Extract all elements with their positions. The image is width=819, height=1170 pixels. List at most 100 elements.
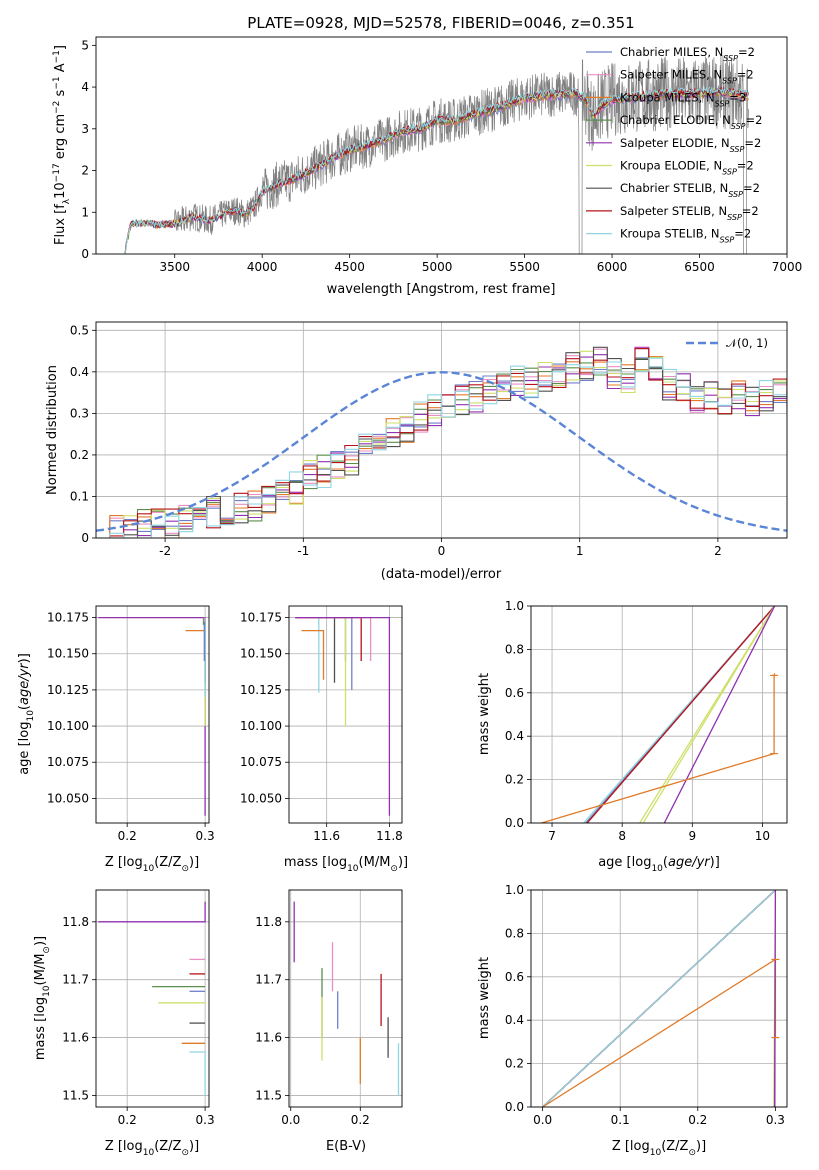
plot-area-mass-vs-Z [98, 901, 206, 1096]
tick-label-y: 10.075 [47, 755, 89, 769]
legend-entry: Chabrier ELODIE, NSSP=2 [620, 113, 762, 131]
series-line-histogram [96, 357, 787, 538]
tick-label-x: 5500 [509, 260, 540, 274]
tick-label-y: 11.6 [255, 1031, 282, 1045]
tick-label-y: 0.2 [70, 448, 89, 462]
x-axis-label: Z [log10(Z/Z⊙)] [612, 1139, 706, 1158]
y-axis-label: mass weight [477, 673, 492, 755]
tick-label-x: 4500 [334, 260, 365, 274]
tick-label-y: 11.8 [62, 915, 89, 929]
legend-entry: Salpeter ELODIE, NSSP=2 [620, 136, 761, 154]
tick-label-y: 1.0 [505, 883, 524, 897]
plot-area-massweight-vs-Z [542, 890, 780, 1107]
series-line [98, 901, 206, 923]
tick-label-x: 1 [576, 544, 584, 558]
tick-label-y: 11.7 [255, 973, 282, 987]
series-line-histogram [96, 346, 787, 538]
plot-area-massweight-vs-age [541, 606, 779, 823]
axes-frame [95, 36, 788, 255]
tick-label-x: -1 [297, 544, 309, 558]
tick-label-y: 0.3 [70, 406, 89, 420]
series-line-model [124, 86, 749, 254]
axes-mass-vs-Z: 0.2 0.3 11.5 11.6 11.7 11.8 Z [log10(Z/Z⊙)] mas… [33, 889, 215, 1158]
tick-label-y: 4 [81, 80, 89, 94]
tick-label-y: 1.0 [505, 599, 524, 613]
tick-label-y: 10.175 [47, 611, 89, 625]
tick-label-y: 10.125 [240, 683, 282, 697]
series-line [295, 616, 347, 727]
tick-label-y: 11.6 [62, 1031, 89, 1045]
plot-area-age-vs-Z [98, 616, 206, 816]
axes-massweight-vs-age: 7 8 9 10 0.0 0.2 0.4 0.6 0.8 1.0 age [log10(age/yr… [477, 599, 788, 874]
series-line [541, 673, 776, 823]
tick-label-x: 2 [714, 544, 722, 558]
tick-label-x: 3500 [159, 260, 190, 274]
tick-label-y: 0.4 [505, 1013, 524, 1027]
series-line-histogram [96, 357, 787, 538]
legend-entry: Kroupa ELODIE, NSSP=2 [620, 159, 754, 177]
series-line-normal [96, 371, 787, 532]
legend-entry: Kroupa STELIB, NSSP=2 [620, 227, 751, 245]
tick-label-y: 10.175 [240, 611, 282, 625]
tick-label-x: 11.8 [376, 829, 403, 843]
tick-label-x: 0.2 [118, 1113, 137, 1127]
series-line [98, 616, 206, 816]
axes-frame [288, 605, 403, 824]
tick-label-x: 10 [755, 829, 770, 843]
series-line [295, 616, 347, 661]
axes-massweight-vs-Z: 0.0 0.1 0.2 0.3 0.0 0.2 0.4 0.6 0.8 1.0 Z [log10(Z… [477, 883, 788, 1158]
tick-label-x: 8 [618, 829, 626, 843]
tick-label-x: -2 [159, 544, 171, 558]
axes-frame [530, 605, 788, 824]
tick-label-x: 0.1 [611, 1113, 630, 1127]
legend-entry: 𝒩(0, 1) [726, 336, 768, 350]
tick-label-y: 0.2 [505, 773, 524, 787]
tick-label-y: 11.5 [62, 1088, 89, 1102]
tick-label-y: 10.125 [47, 683, 89, 697]
x-axis-label: wavelength [Angstrom, rest frame] [327, 282, 556, 297]
tick-label-y: 0.6 [505, 686, 524, 700]
legend: Chabrier MILES, NSSP=2 Salpeter MILES, NS… [586, 45, 762, 244]
tick-label-x: 0.2 [351, 1113, 370, 1127]
plot-area-mass-vs-EBV [293, 901, 400, 1096]
tick-label-y: 0.4 [505, 729, 524, 743]
axes-frame [95, 605, 210, 824]
y-axis-label: mass [log10(M/M⊙)] [33, 936, 52, 1060]
tick-label-x: 0.2 [118, 829, 137, 843]
series-line [663, 606, 776, 823]
tick-label-y: 0.6 [505, 970, 524, 984]
tick-label-y: 2 [81, 164, 89, 178]
y-axis-label: Flux [fλ10−17 erg cm−2 s−1 A−1] [52, 45, 72, 245]
x-axis-label: (data-model)/error [381, 567, 502, 582]
tick-label-y: 10.100 [240, 719, 282, 733]
tick-label-y: 10.050 [240, 791, 282, 805]
tick-label-x: 0.3 [766, 1113, 785, 1127]
tick-label-y: 10.150 [47, 647, 89, 661]
series-line-histogram [96, 358, 787, 538]
tick-label-y: 0 [81, 531, 89, 545]
tick-label-x: 0.2 [688, 1113, 707, 1127]
x-axis-label: mass [log10(M/M⊙)] [284, 855, 408, 874]
tick-label-x: 0.3 [196, 829, 215, 843]
tick-label-y: 11.7 [62, 973, 89, 987]
series-line [642, 606, 776, 823]
tick-label-y: 1 [81, 205, 89, 219]
tick-label-y: 11.8 [255, 915, 282, 929]
series-line [189, 1051, 206, 1096]
series-line [586, 606, 776, 823]
series-line-histogram [96, 348, 787, 538]
axes-residuals: -2 -1 0 1 2 0 0.1 0.2 0.3 0.4 0.5 𝒩(0, 1) (data-mode… [45, 321, 788, 582]
axes-frame [288, 889, 403, 1108]
tick-label-x: 0.0 [533, 1113, 552, 1127]
axes-frame [530, 889, 788, 1108]
x-axis-label: Z [log10(Z/Z⊙)] [105, 1139, 199, 1158]
x-axis-label: age [log10(age/yr)] [598, 855, 720, 874]
legend-entry: Salpeter STELIB, NSSP=2 [620, 204, 759, 222]
tick-label-x: 11.6 [313, 829, 340, 843]
tick-label-x: 0.0 [281, 1113, 300, 1127]
tick-label-x: 9 [688, 829, 696, 843]
tick-label-y: 0.4 [70, 365, 89, 379]
series-line [295, 616, 372, 661]
tick-label-y: 11.5 [255, 1088, 282, 1102]
legend-entry: Chabrier STELIB, NSSP=2 [620, 181, 760, 199]
